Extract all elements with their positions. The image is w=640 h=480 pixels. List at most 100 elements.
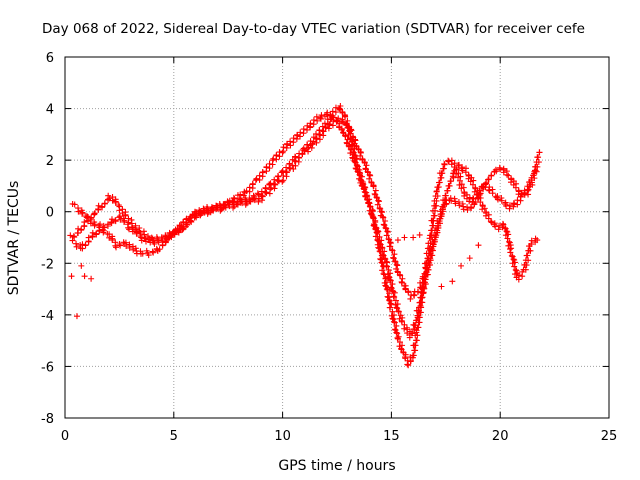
- data-point: [379, 244, 386, 251]
- data-point: [117, 216, 124, 223]
- data-point: [485, 176, 492, 183]
- data-point: [366, 175, 373, 182]
- data-point: [237, 191, 244, 198]
- data-point: [506, 238, 513, 245]
- data-point: [159, 237, 166, 244]
- data-point: [382, 275, 389, 282]
- data-point: [370, 183, 377, 190]
- data-point: [394, 268, 401, 275]
- data-point: [522, 266, 529, 273]
- data-point: [359, 155, 366, 162]
- data-point: [67, 232, 74, 239]
- data-point: [365, 199, 372, 206]
- data-point: [382, 224, 389, 231]
- data-point: [488, 172, 495, 179]
- data-point: [123, 243, 130, 250]
- data-point: [371, 190, 378, 197]
- data-point: [347, 130, 354, 137]
- data-point: [378, 237, 385, 244]
- data-point: [91, 211, 98, 218]
- data-point: [507, 179, 514, 186]
- data-point: [150, 249, 157, 256]
- data-point: [75, 208, 82, 215]
- data-point: [410, 234, 417, 241]
- data-point: [517, 193, 524, 200]
- data-point: [391, 258, 398, 265]
- data-point: [139, 250, 146, 257]
- data-point: [205, 209, 212, 216]
- data-point: [355, 145, 362, 152]
- data-point: [424, 264, 431, 271]
- data-point: [164, 236, 171, 243]
- data-point: [411, 322, 418, 329]
- data-point: [401, 234, 408, 241]
- data-point: [259, 193, 266, 200]
- data-point: [386, 274, 393, 281]
- data-point: [163, 235, 170, 242]
- data-point: [521, 190, 528, 197]
- x-tick-label: 10: [274, 429, 291, 444]
- data-point: [411, 342, 418, 349]
- data-point: [87, 220, 94, 227]
- data-point: [448, 161, 455, 168]
- data-point: [112, 198, 119, 205]
- data-point: [370, 214, 377, 221]
- data-point: [362, 192, 369, 199]
- data-point: [528, 177, 535, 184]
- data-point: [456, 202, 463, 209]
- data-point: [447, 178, 454, 185]
- data-point: [119, 210, 126, 217]
- data-point: [523, 262, 530, 269]
- data-point: [180, 219, 187, 226]
- data-point: [106, 234, 113, 241]
- data-point: [326, 121, 333, 128]
- data-point: [112, 218, 119, 225]
- data-point: [388, 301, 395, 308]
- data-point: [287, 138, 294, 145]
- data-point: [357, 152, 364, 159]
- data-point: [246, 184, 253, 191]
- data-point: [380, 252, 387, 259]
- x-axis-label: GPS time / hours: [278, 458, 395, 474]
- data-point: [340, 129, 347, 136]
- data-point: [104, 223, 111, 230]
- y-tick-label: -4: [41, 309, 54, 324]
- data-point: [299, 151, 306, 158]
- data-point: [430, 241, 437, 248]
- data-point: [413, 317, 420, 324]
- data-point: [509, 253, 516, 260]
- data-point: [453, 166, 460, 173]
- data-point: [385, 273, 392, 280]
- data-point: [414, 288, 421, 295]
- data-point: [471, 188, 478, 195]
- data-point: [151, 240, 158, 247]
- data-point: [81, 273, 88, 280]
- data-point: [427, 240, 434, 247]
- data-point: [345, 142, 352, 149]
- data-point: [376, 233, 383, 240]
- data-point: [356, 175, 363, 182]
- data-point: [511, 263, 518, 270]
- data-point: [283, 169, 290, 176]
- data-point: [329, 108, 336, 115]
- data-point: [525, 257, 532, 264]
- data-point: [393, 304, 400, 311]
- data-point: [419, 290, 426, 297]
- data-point: [466, 198, 473, 205]
- data-point: [501, 224, 508, 231]
- data-point: [145, 252, 152, 259]
- data-point: [374, 229, 381, 236]
- data-point: [270, 155, 277, 162]
- data-point: [256, 172, 263, 179]
- data-point: [392, 327, 399, 334]
- data-point: [338, 125, 345, 132]
- data-point: [84, 213, 91, 220]
- data-point: [445, 158, 452, 165]
- x-tick-label: 20: [492, 429, 509, 444]
- data-point: [392, 258, 399, 265]
- data-point: [371, 221, 378, 228]
- data-point: [367, 210, 374, 217]
- data-point: [179, 226, 186, 233]
- chart-title: Day 068 of 2022, Sidereal Day-to-day VTE…: [42, 21, 585, 37]
- data-point: [528, 237, 535, 244]
